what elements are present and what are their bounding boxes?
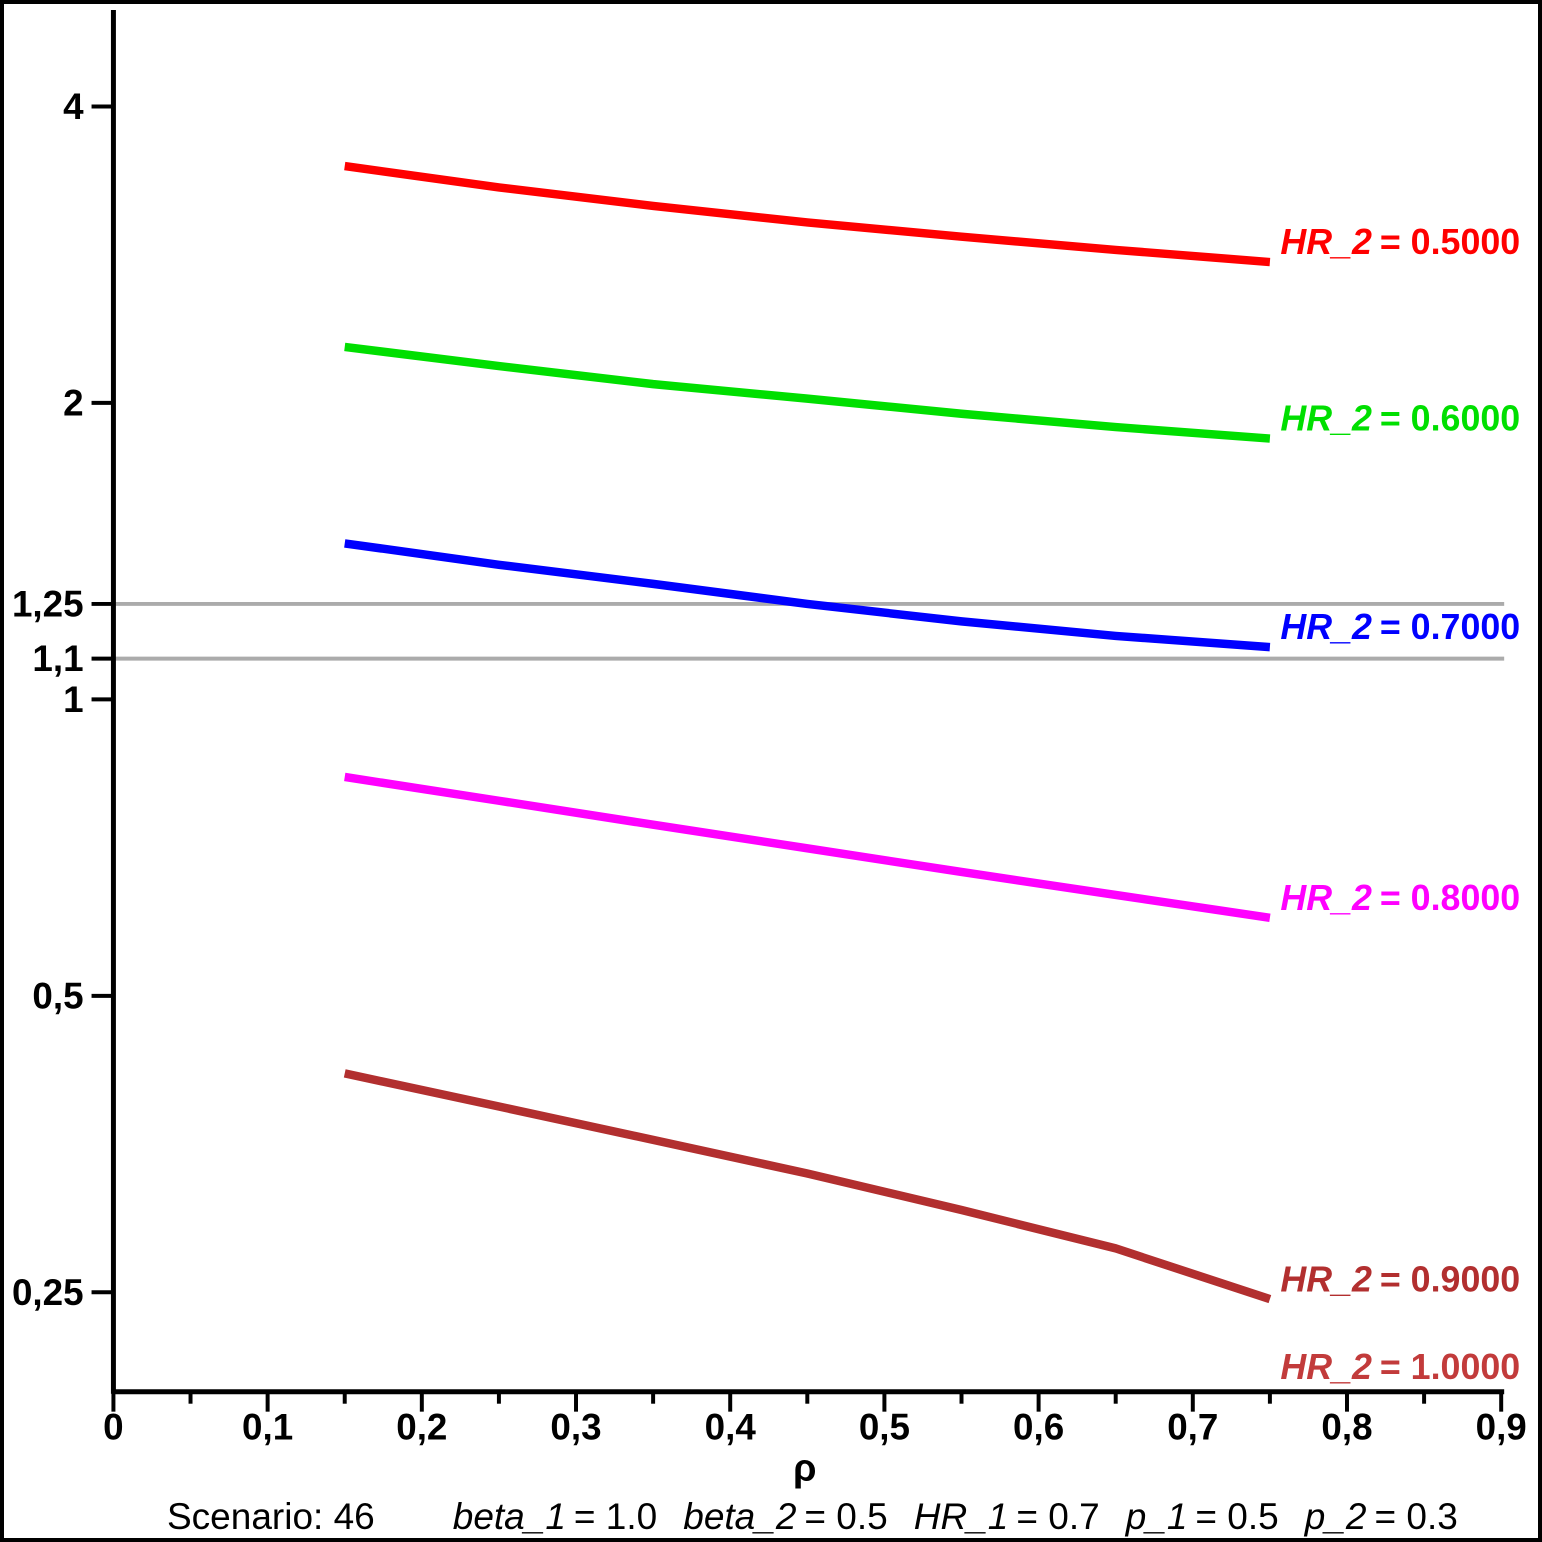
series-line-hr-2-0-6000: [344, 342, 1271, 443]
caption-segment: = 0.3: [1374, 1496, 1458, 1537]
figure-caption: Scenario: 46 beta_1 = 1.0 beta_2 = 0.5 HR_1 = …: [167, 1496, 1458, 1538]
y-tick-label: 2: [63, 382, 83, 423]
series-label-hr-2-0-6000: HR_2 = 0.6000: [1280, 399, 1520, 439]
x-tick-label: 0,1: [242, 1407, 293, 1448]
series-label-hr-2-0-8000: HR_2 = 0.8000: [1280, 878, 1520, 918]
y-tick-label: 0,5: [32, 975, 83, 1016]
caption-segment: HR_1: [913, 1496, 1009, 1537]
x-tick-label: 0,7: [1167, 1407, 1218, 1448]
y-tick-label: 0,25: [12, 1272, 84, 1313]
series-label-hr-2-0-5000: HR_2 = 0.5000: [1280, 222, 1520, 262]
x-tick-label: 0,5: [859, 1407, 910, 1448]
series-line-hr-2-0-9000: [343, 1069, 1272, 1304]
caption-segment: = 0.7: [1016, 1496, 1100, 1537]
y-tick-label: 1,25: [12, 583, 84, 624]
caption-segment: = 1.0: [573, 1496, 658, 1537]
series-line-hr-2-0-7000: [344, 539, 1271, 652]
x-tick-label: 0,4: [705, 1407, 757, 1448]
caption-segment: p_1: [1125, 1496, 1188, 1537]
chart-canvas: 4 2 1,25 1,11 0,5 0,25 0 0,1 0,2 0,3 0,4 0,5 0,6 0,7 0…: [12, 9, 1527, 1489]
x-tick-label: 0,8: [1321, 1407, 1372, 1448]
y-tick-label: 4: [63, 86, 84, 127]
y-tick-label: 1: [63, 679, 83, 720]
x-tick-label: 0,2: [396, 1407, 447, 1448]
caption-segment: Scenario: 46: [167, 1496, 375, 1537]
series-line-hr-2-0-8000: [344, 772, 1271, 923]
x-tick-label: 0,9: [1476, 1407, 1527, 1448]
caption-segment: beta_1: [452, 1496, 566, 1537]
caption-segment: p_2: [1304, 1496, 1367, 1537]
caption-segment: beta_2: [683, 1496, 797, 1537]
series-line-hr-2-0-5000: [344, 161, 1271, 267]
series-label-hr-2-0-9000: HR_2 = 0.9000: [1280, 1259, 1520, 1299]
series-label-hr-2-0-7000: HR_2 = 0.7000: [1280, 607, 1520, 647]
series-label-hr-2-1-0000: HR_2 = 1.0000: [1280, 1347, 1520, 1387]
x-tick-label: 0,6: [1013, 1407, 1064, 1448]
y-tick-label: 1,1: [32, 638, 83, 679]
caption-segment: = 0.5: [804, 1496, 888, 1537]
caption-segment: = 0.5: [1195, 1496, 1279, 1537]
x-tick-label: 0: [103, 1407, 123, 1448]
x-axis-title: ρ: [793, 1447, 816, 1489]
x-tick-label: 0,3: [550, 1407, 601, 1448]
